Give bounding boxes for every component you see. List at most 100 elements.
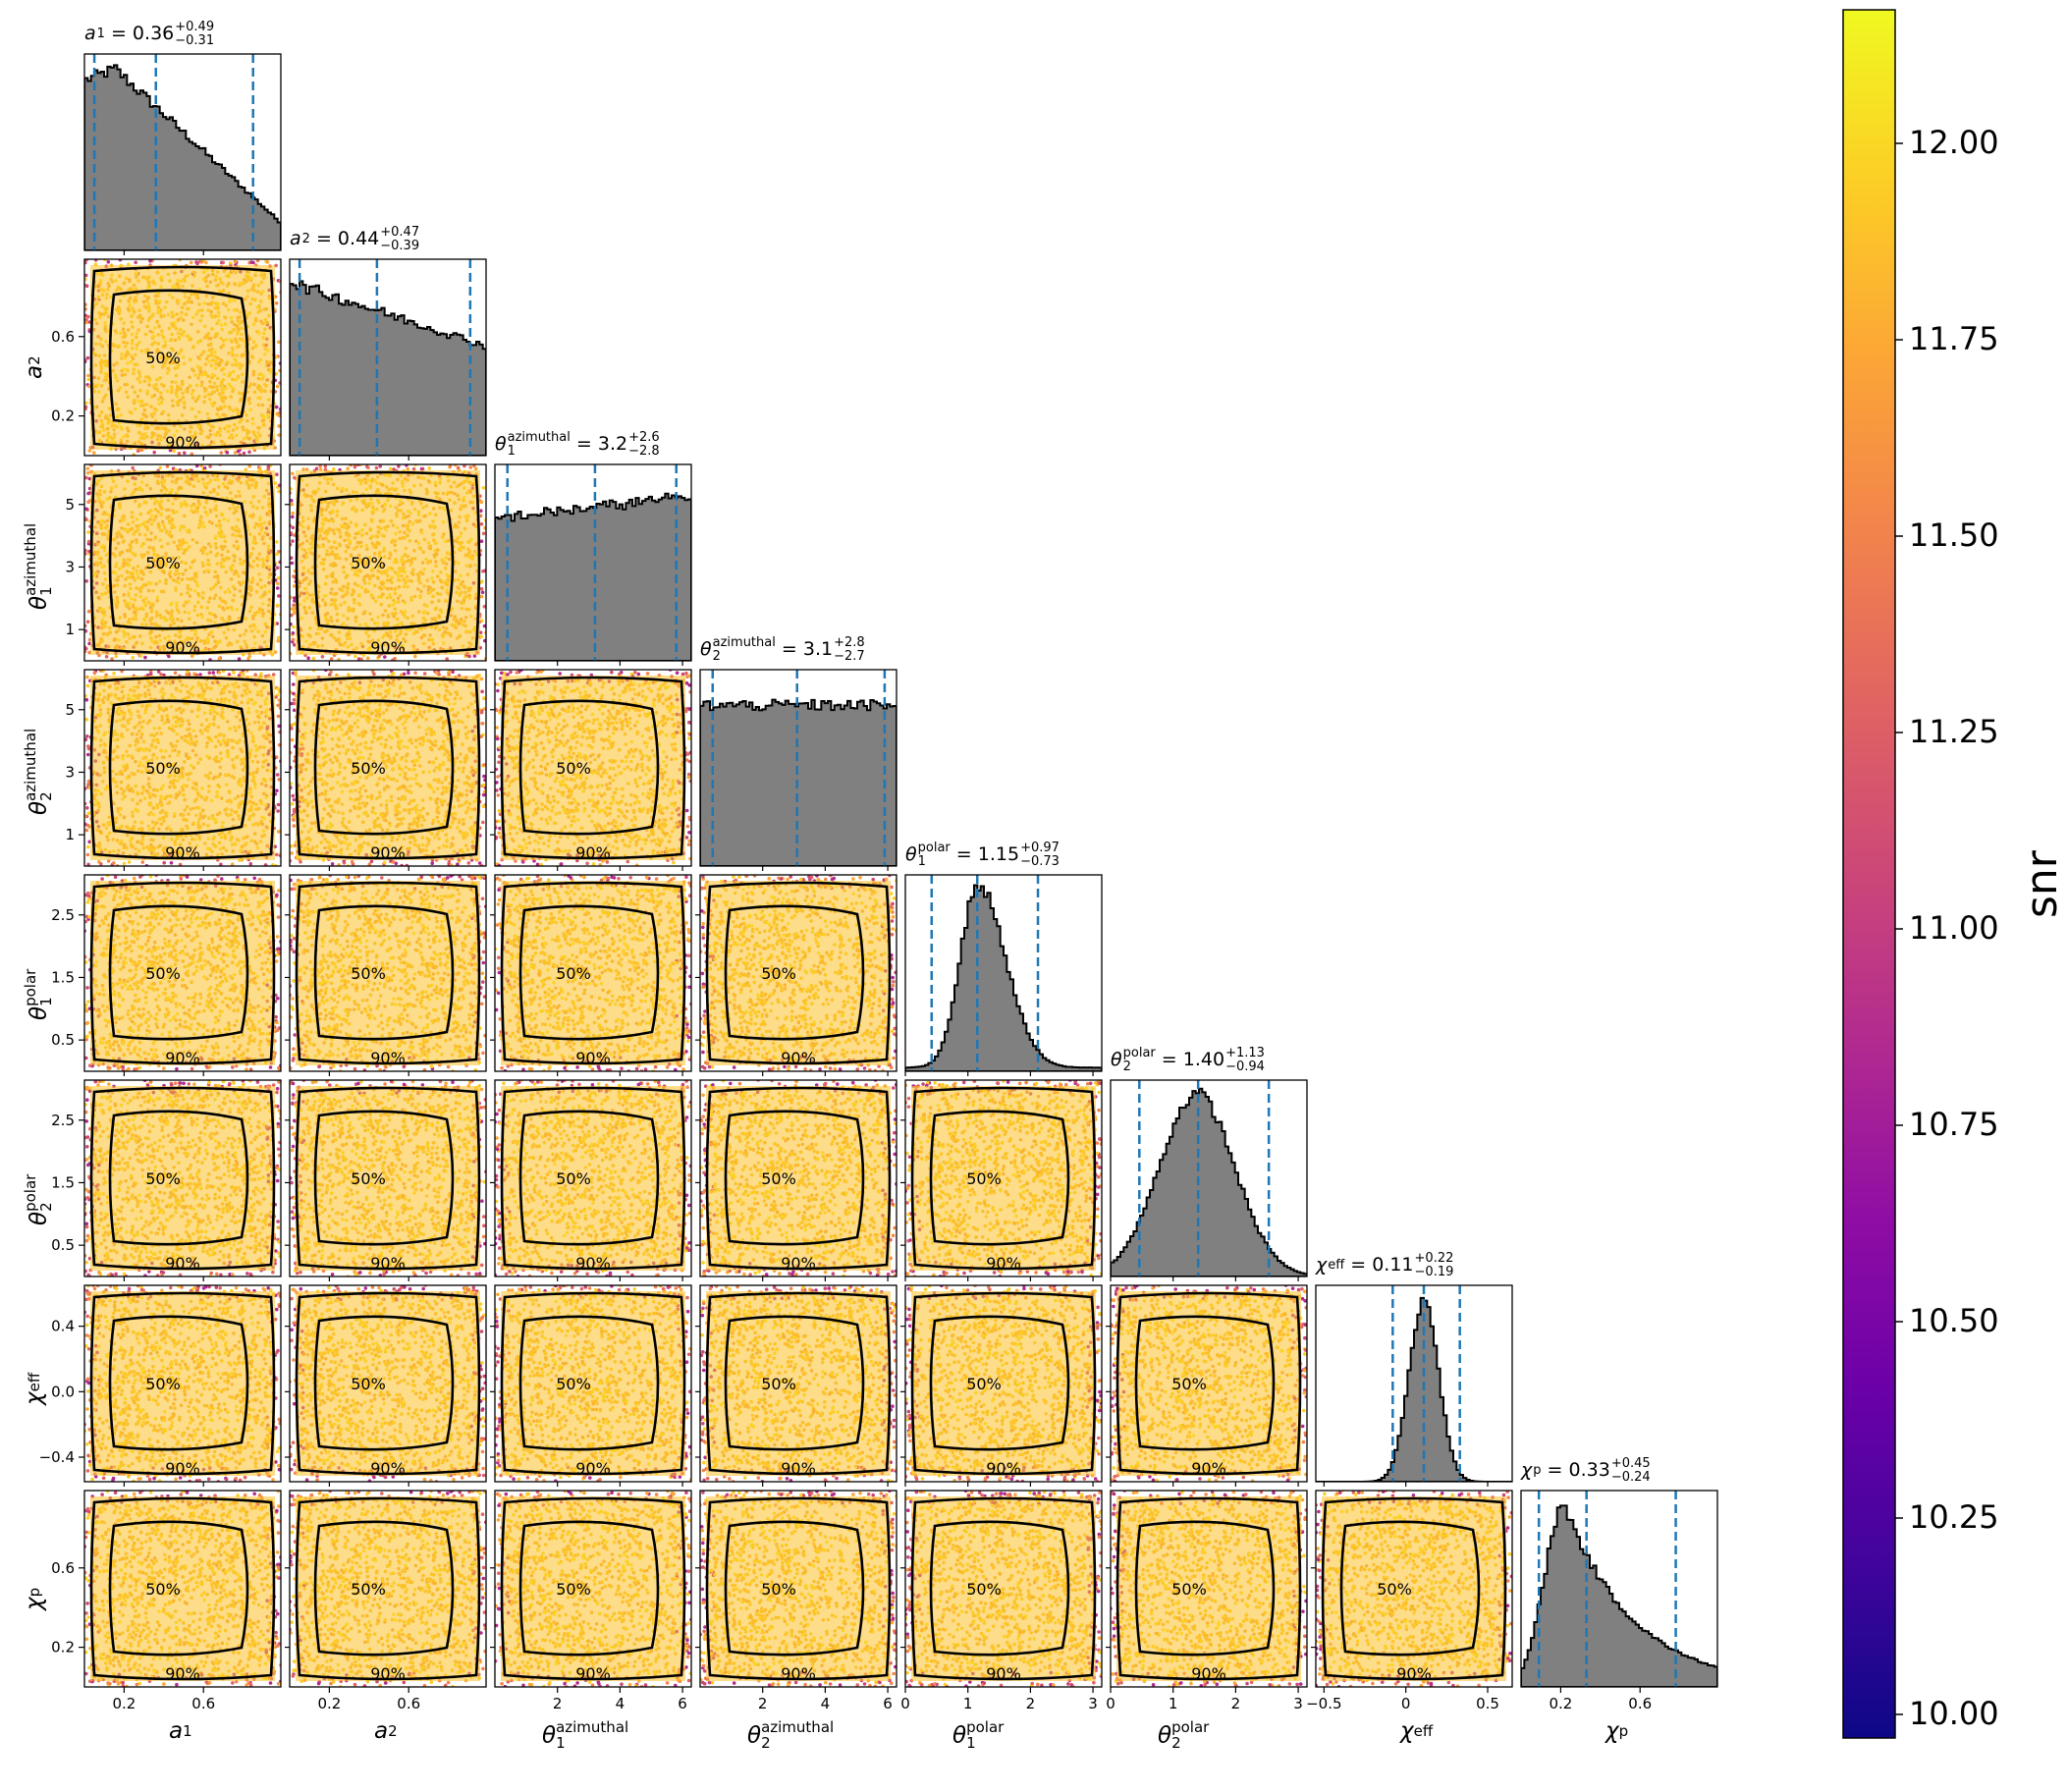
contour-label-90: 90% (575, 1459, 611, 1478)
panel-frame (83, 1490, 282, 1688)
contour-label-50: 50% (351, 759, 386, 778)
contour-label-90: 90% (575, 1664, 611, 1683)
contour-label-90: 90% (370, 1459, 406, 1478)
contour-90 (295, 1291, 481, 1476)
contour-50 (313, 699, 455, 836)
xtick-theta2_pol-1: 1 (1169, 1695, 1178, 1712)
panel-theta2_pol-vs-theta2_pol (1110, 1079, 1308, 1277)
contour-90 (89, 676, 276, 860)
contour-90 (89, 1291, 276, 1476)
panel-a1-vs-a1 (83, 53, 282, 251)
panel-frame (289, 463, 487, 662)
ytick-a2-0: 0.2 (51, 407, 75, 425)
contour-50 (518, 1315, 660, 1451)
contour-label-90: 90% (165, 1254, 200, 1273)
ytick-theta1_az-2: 5 (65, 496, 75, 514)
contour-label-50: 50% (1171, 1580, 1207, 1599)
contour-label-90: 90% (1191, 1664, 1226, 1683)
xtick-chi_p-1: 0.6 (1628, 1695, 1652, 1712)
contour-label-50: 50% (351, 1375, 386, 1393)
contour-label-90: 90% (370, 638, 406, 657)
contour-label-90: 90% (781, 1049, 816, 1067)
panel-frame (289, 1079, 487, 1277)
colorbar-tick-6: 11.50 (1909, 519, 1999, 551)
histogram-theta1_pol (905, 884, 1102, 1071)
panel-frame (83, 258, 282, 457)
contour-50 (929, 1315, 1070, 1451)
contour-50 (929, 1110, 1070, 1246)
contour-90 (500, 1291, 686, 1476)
panel-frame (83, 669, 282, 867)
contour-label-90: 90% (575, 843, 611, 862)
panel-chi_eff-vs-theta1_pol: 90% 50% (904, 1284, 1103, 1483)
ytick-chi_eff-1: 0.0 (51, 1383, 75, 1400)
xtick-theta2_az-0: 2 (758, 1695, 768, 1712)
colorbar-tick-2: 10.50 (1909, 1305, 1999, 1336)
panel-theta1_pol-vs-theta1_az: 90% 50% (494, 874, 692, 1072)
panel-frame (289, 1490, 487, 1688)
contour-50 (108, 904, 249, 1041)
panel-frame (699, 1490, 898, 1688)
xlabel-theta1_pol: θ polar 1 (952, 1719, 1004, 1752)
xlabel-theta1_az: θ azimuthal 1 (542, 1719, 628, 1752)
panel-chi_p-vs-chi_p (1520, 1490, 1718, 1688)
panel-a2-vs-a1: 90% 50% (83, 258, 282, 457)
panel-frame (83, 1284, 282, 1483)
contour-50 (313, 904, 455, 1041)
panel-chi_eff-vs-a2: 90% 50% (289, 1284, 487, 1483)
xtick-chi_eff-1: 0 (1401, 1695, 1411, 1712)
contour-label-50: 50% (1171, 1375, 1207, 1393)
panel-theta1_az-vs-theta1_az (494, 463, 692, 662)
contour-label-50: 50% (761, 1169, 796, 1188)
panel-theta1_az-vs-a1: 90% 50% (83, 463, 282, 662)
colorbar-tick-8: 12.00 (1909, 127, 1999, 158)
panel-frame (494, 1490, 692, 1688)
contour-label-50: 50% (351, 1580, 386, 1599)
contour-90 (500, 1086, 686, 1271)
ylabel-theta2_az: θ azimuthal 2 (22, 729, 55, 815)
contour-50 (724, 1110, 865, 1246)
contour-90 (295, 1496, 481, 1681)
ytick-theta2_pol-2: 2.5 (51, 1112, 75, 1129)
ytick-theta2_pol-1: 1.5 (51, 1173, 75, 1191)
panel-chi_eff-vs-theta2_az: 90% 50% (699, 1284, 898, 1483)
ytick-theta2_az-1: 3 (65, 763, 75, 781)
title-theta1_az: θ azimuthal 1 = 3.2 +2.6 −2.8 (495, 431, 660, 458)
contour-label-50: 50% (556, 1580, 591, 1599)
histogram-chi_p (1521, 1504, 1717, 1687)
ytick-chi_p-1: 0.6 (51, 1559, 75, 1577)
contour-label-50: 50% (145, 349, 181, 367)
contour-90 (89, 881, 276, 1065)
contour-label-50: 50% (556, 964, 591, 983)
panel-frame (83, 53, 282, 251)
contour-50 (108, 289, 249, 425)
panel-theta2_az-vs-a1: 90% 50% (83, 669, 282, 867)
contour-label-90: 90% (370, 843, 406, 862)
contour-label-90: 90% (1396, 1664, 1432, 1683)
panel-theta2_az-vs-a2: 90% 50% (289, 669, 487, 867)
panel-theta2_az-vs-theta1_az: 90% 50% (494, 669, 692, 867)
contour-90 (500, 676, 686, 860)
panel-frame (289, 874, 487, 1072)
panel-chi_eff-vs-a1: 90% 50% (83, 1284, 282, 1483)
ytick-chi_p-0: 0.2 (51, 1639, 75, 1656)
ytick-theta1_pol-1: 1.5 (51, 968, 75, 986)
panel-frame (494, 874, 692, 1072)
contour-label-50: 50% (761, 1375, 796, 1393)
contour-50 (313, 1315, 455, 1451)
panel-frame (1315, 1284, 1513, 1483)
contour-label-90: 90% (370, 1254, 406, 1273)
title-theta2_az: θ azimuthal 2 = 3.1 +2.8 −2.7 (700, 636, 865, 663)
xlabel-theta2_az: θ azimuthal 2 (747, 1719, 834, 1752)
title-theta2_pol: θ polar 2 = 1.40 +1.13 −0.94 (1111, 1047, 1265, 1073)
ytick-chi_eff-0: −0.4 (39, 1448, 75, 1466)
panel-frame (904, 874, 1103, 1072)
xtick-theta1_pol-1: 1 (963, 1695, 973, 1712)
contour-50 (724, 904, 865, 1041)
panel-theta1_pol-vs-theta1_pol (904, 874, 1103, 1072)
panel-frame (904, 1284, 1103, 1483)
panel-frame (904, 1490, 1103, 1688)
contour-50 (108, 1110, 249, 1246)
